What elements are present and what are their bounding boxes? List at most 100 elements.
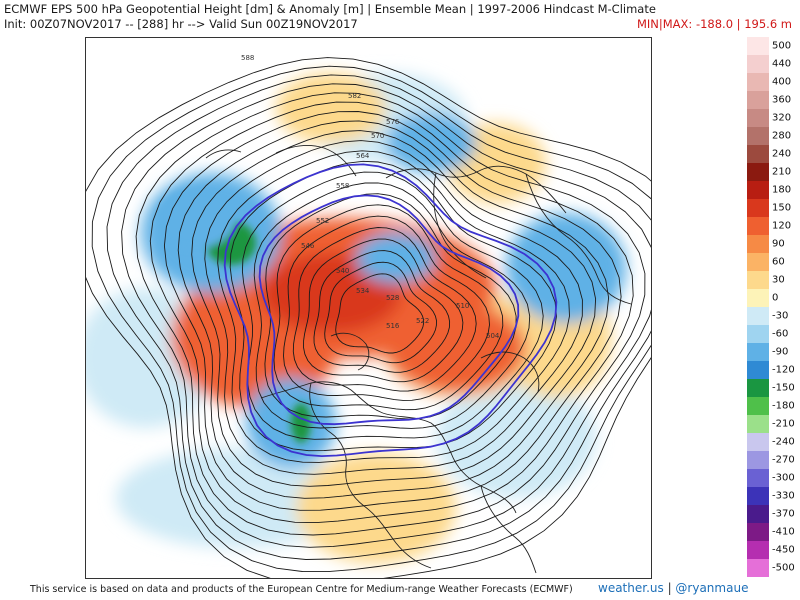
colorbar-label: 210 <box>772 166 792 178</box>
colorbar-swatch <box>747 253 769 271</box>
colorbar-swatch <box>747 505 769 523</box>
height-contour <box>313 250 451 373</box>
colorbar-swatch <box>747 271 769 289</box>
height-contour <box>204 140 583 475</box>
colorbar-label: 360 <box>772 94 792 106</box>
height-contour <box>292 227 477 392</box>
colorbar-swatch <box>747 235 769 253</box>
highlight-contours <box>223 163 558 458</box>
colorbar-label: 0 <box>772 292 779 304</box>
contour-label: 522 <box>416 317 429 325</box>
colorbar-label: -180 <box>772 400 795 412</box>
brand-handle[interactable]: @ryanmaue <box>675 581 749 595</box>
colorbar-label: -300 <box>772 472 795 484</box>
colorbar-swatch <box>747 37 769 55</box>
coastline <box>480 351 540 393</box>
colorbar-swatch <box>747 307 769 325</box>
colorbar-swatch <box>747 217 769 235</box>
colorbar-label: -270 <box>772 454 795 466</box>
colorbar-swatch <box>747 559 769 577</box>
height-contour <box>121 83 651 548</box>
colorbar-swatch <box>747 181 769 199</box>
anomaly-region <box>436 378 596 498</box>
colorbar-label: -450 <box>772 544 795 556</box>
colorbar-swatch <box>747 289 769 307</box>
contour-label: 558 <box>336 182 349 190</box>
height-contour <box>253 182 531 429</box>
height-contour <box>335 273 425 354</box>
contour-552 <box>223 163 558 458</box>
height-contour <box>324 261 437 364</box>
contour-label: 540 <box>336 267 349 275</box>
colorbar-label: 90 <box>772 238 785 250</box>
anomaly-region <box>356 233 436 283</box>
colorbar-label: 120 <box>772 220 792 232</box>
brand-credit: weather.us | @ryanmaue <box>598 581 748 595</box>
contour-label: 582 <box>348 92 361 100</box>
colorbar-swatch <box>747 199 769 217</box>
contour-label: 570 <box>371 132 384 140</box>
contour-label: 510 <box>456 302 469 310</box>
height-contour <box>106 74 651 560</box>
colorbar-swatch <box>747 523 769 541</box>
coastline <box>330 332 370 371</box>
colorbar-label: -240 <box>772 436 795 448</box>
contour-label: 504 <box>486 332 500 340</box>
colorbar-swatch <box>747 415 769 433</box>
data-attribution: This service is based on data and produc… <box>30 584 573 595</box>
anomaly-shading <box>86 73 626 563</box>
colorbar-swatch <box>747 109 769 127</box>
anomaly-core <box>291 403 311 443</box>
colorbar-label: -330 <box>772 490 795 502</box>
colorbar-label: -500 <box>772 562 795 574</box>
height-contour <box>86 57 651 578</box>
coastline <box>260 381 517 514</box>
contour-label: 552 <box>316 217 329 225</box>
colorbar-label: -120 <box>772 364 795 376</box>
chart-title: ECMWF EPS 500 hPa Geopotential Height [d… <box>4 2 656 16</box>
colorbar-swatch <box>747 91 769 109</box>
height-contour <box>135 92 646 536</box>
height-contour <box>91 65 651 573</box>
colorbar-label: -150 <box>772 382 795 394</box>
coastlines <box>205 145 632 574</box>
height-contour <box>241 171 544 440</box>
height-contour <box>191 130 597 487</box>
min-max-readout: MIN|MAX: -188.0 | 195.6 m <box>636 17 792 31</box>
colorbar-label: 440 <box>772 58 792 70</box>
contour-label: 528 <box>386 294 399 302</box>
contour-label: 576 <box>386 118 400 126</box>
anomaly-region <box>276 73 386 143</box>
colorbar-swatch <box>747 541 769 559</box>
colorbar-swatch <box>747 127 769 145</box>
height-contour <box>177 120 610 499</box>
anomaly-colorbar: 500 440 400 360 320 280 240 210 180 150 120 90 60 30 0… <box>747 37 795 577</box>
colorbar-label: -60 <box>772 328 789 340</box>
contour-546 <box>258 194 520 426</box>
colorbar-label: 150 <box>772 202 792 214</box>
colorbar-swatch <box>747 451 769 469</box>
colorbar-swatch <box>747 379 769 397</box>
colorbar-swatch <box>747 55 769 73</box>
height-contour <box>303 238 464 383</box>
colorbar-label: 500 <box>772 40 792 52</box>
contour-label: 516 <box>386 322 400 330</box>
contour-label: 588 <box>241 54 254 62</box>
colorbar-label: 240 <box>772 148 792 160</box>
colorbar-swatch <box>747 325 769 343</box>
contour-label: 546 <box>301 242 315 250</box>
colorbar-swatch <box>747 469 769 487</box>
coastline <box>309 382 432 569</box>
height-contour <box>273 204 504 411</box>
colorbar-swatch <box>747 361 769 379</box>
init-valid-time: Init: 00Z07NOV2017 -- [288] hr --> Valid… <box>4 17 358 31</box>
height-contour <box>163 111 622 511</box>
height-contour <box>149 101 634 524</box>
polar-map-panel: 588 582 576 570 564 558 552 546 540 534 528 522 516 5… <box>85 37 652 579</box>
coastline <box>205 149 242 159</box>
brand-site[interactable]: weather.us <box>598 581 664 595</box>
colorbar-label: 320 <box>772 112 792 124</box>
colorbar-swatch <box>747 397 769 415</box>
